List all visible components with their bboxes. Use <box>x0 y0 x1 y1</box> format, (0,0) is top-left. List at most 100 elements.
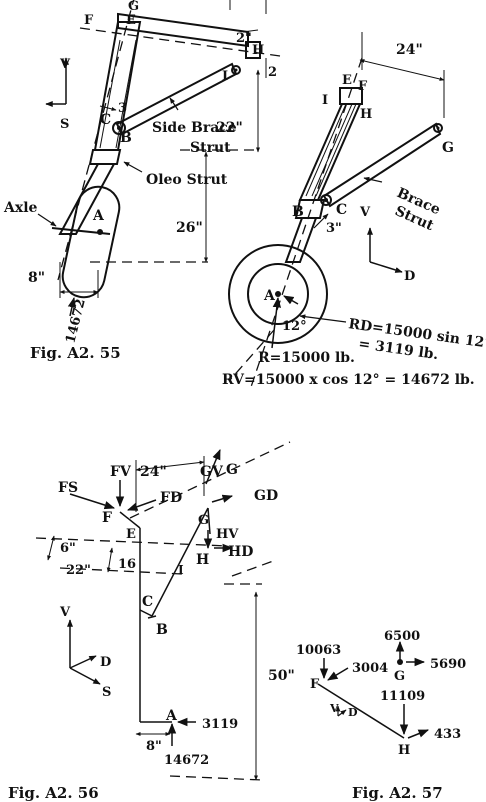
dim-26: 26" <box>176 220 203 236</box>
label-d-right: D <box>404 269 415 284</box>
label-c-right: C <box>336 202 347 218</box>
dim-2-horizontal: 2" <box>236 31 252 46</box>
text-axle: Axle <box>3 200 38 216</box>
label-h: H <box>252 43 264 58</box>
force-14672: 14672 <box>164 753 209 768</box>
fig-a2-55-side-view <box>37 0 281 317</box>
label-gv: GV <box>200 464 224 480</box>
label-i-fig56: I <box>178 563 184 577</box>
dim-16: 16 <box>118 557 136 572</box>
label-a-fig56: A <box>165 708 178 724</box>
fig-a2-55-front-view <box>228 32 445 391</box>
label-c: C <box>100 112 111 128</box>
label-gd: GD <box>254 488 278 504</box>
dim-22-fig56: 22" <box>66 563 91 578</box>
member-bg <box>151 507 209 617</box>
dim-8: 8" <box>28 270 45 286</box>
wheel-outline <box>61 185 121 299</box>
wheel-hub <box>247 263 309 325</box>
axis-v-fig57: V <box>329 702 339 715</box>
value-3004: 3004 <box>352 661 388 676</box>
label-g-fig57: G <box>394 669 405 684</box>
oleo-lower-tube <box>58 163 116 235</box>
label-s-axis: S <box>60 117 69 132</box>
caption-fig-a2-57: Fig. A2. 57 <box>352 784 443 802</box>
caption-fig-a2-56: Fig. A2. 56 <box>8 784 99 802</box>
dim-24-right: 24" <box>396 42 423 58</box>
axis-d-fig57: D <box>348 706 358 719</box>
label-f-right: F <box>358 79 368 94</box>
text-side-brace: Side Brace <box>152 120 237 136</box>
label-e-right: E <box>342 73 352 88</box>
wheel-outer <box>228 244 328 344</box>
fig-a2-56 <box>35 441 291 781</box>
label-f-fig56: F <box>102 510 112 526</box>
label-f: F <box>84 13 94 28</box>
upper-tube <box>93 21 142 151</box>
label-h-fig57: H <box>398 743 410 758</box>
value-10063: 10063 <box>296 643 341 658</box>
label-a-right: A <box>263 288 276 304</box>
label-i: I <box>222 69 228 84</box>
value-11109: 11109 <box>380 689 425 704</box>
load-14672-rotated: 14672 <box>63 297 88 345</box>
rv-equation: RV=15000 x cos 12° = 14672 lb. <box>222 372 475 388</box>
label-b-fig56: B <box>156 622 168 638</box>
brace-strut <box>322 122 442 208</box>
label-g-top: G <box>128 0 139 14</box>
value-433: 433 <box>434 727 461 742</box>
dim-24-fig56: 24" <box>140 464 167 480</box>
member-fe <box>119 511 141 529</box>
label-g-fig56: G <box>226 462 238 478</box>
pivot-b <box>112 121 126 135</box>
label-a: A <box>92 208 105 224</box>
label-fs: FS <box>58 480 78 496</box>
dim-50: 50" <box>268 668 295 684</box>
oleo-collar <box>88 149 122 165</box>
label-b-right: B <box>292 204 304 220</box>
label-hv: HV <box>216 527 239 542</box>
bracket-h <box>245 41 261 59</box>
label-c-fig56: C <box>142 594 153 610</box>
diagram-labels: G E F H I C B A V S 2" 2 3 22" Side Brac… <box>3 0 486 802</box>
lower-collar <box>294 199 326 219</box>
caption-fig-a2-55: Fig. A2. 55 <box>30 344 121 362</box>
force-3119: 3119 <box>202 717 238 732</box>
value-6500: 6500 <box>384 629 420 644</box>
label-b: B <box>120 130 132 146</box>
dim-3: 3 <box>118 101 127 116</box>
label-e: E <box>126 13 136 28</box>
lower-leg <box>284 217 318 263</box>
dim-22: 22" <box>216 120 243 136</box>
pivot-c <box>320 194 332 206</box>
label-e-fig56: E <box>126 527 136 542</box>
r-total: R=15000 lb. <box>258 350 355 366</box>
point-a <box>97 229 103 235</box>
text-oleo-strut: Oleo Strut <box>146 172 228 188</box>
fig-a2-57 <box>317 640 429 739</box>
label-fd: FD <box>160 490 182 506</box>
label-v-right: V <box>359 205 371 220</box>
axis-s-fig56: S <box>102 685 111 700</box>
text-strut: Strut <box>190 140 231 156</box>
dim-8-fig56: 8" <box>146 739 162 754</box>
label-g-right: G <box>442 140 454 156</box>
axis-d-fig56: D <box>100 655 111 670</box>
label-g-lower: G <box>198 513 209 528</box>
dim-2-vertical: 2 <box>268 65 277 80</box>
label-hd: HD <box>228 544 253 560</box>
angle-12: 12° <box>282 319 307 334</box>
axis-v-fig56: V <box>59 605 71 620</box>
member-fh <box>317 683 405 739</box>
label-h-fig56: H <box>196 552 209 568</box>
dim-6: 6" <box>60 541 76 556</box>
label-h-right: H <box>360 107 372 122</box>
label-v-axis: V <box>59 57 71 72</box>
label-fv: FV <box>110 464 132 480</box>
label-f-fig57: F <box>310 677 320 692</box>
dim-3-right: 3" <box>326 221 342 236</box>
value-5690: 5690 <box>430 657 466 672</box>
label-i-right: I <box>322 93 328 108</box>
